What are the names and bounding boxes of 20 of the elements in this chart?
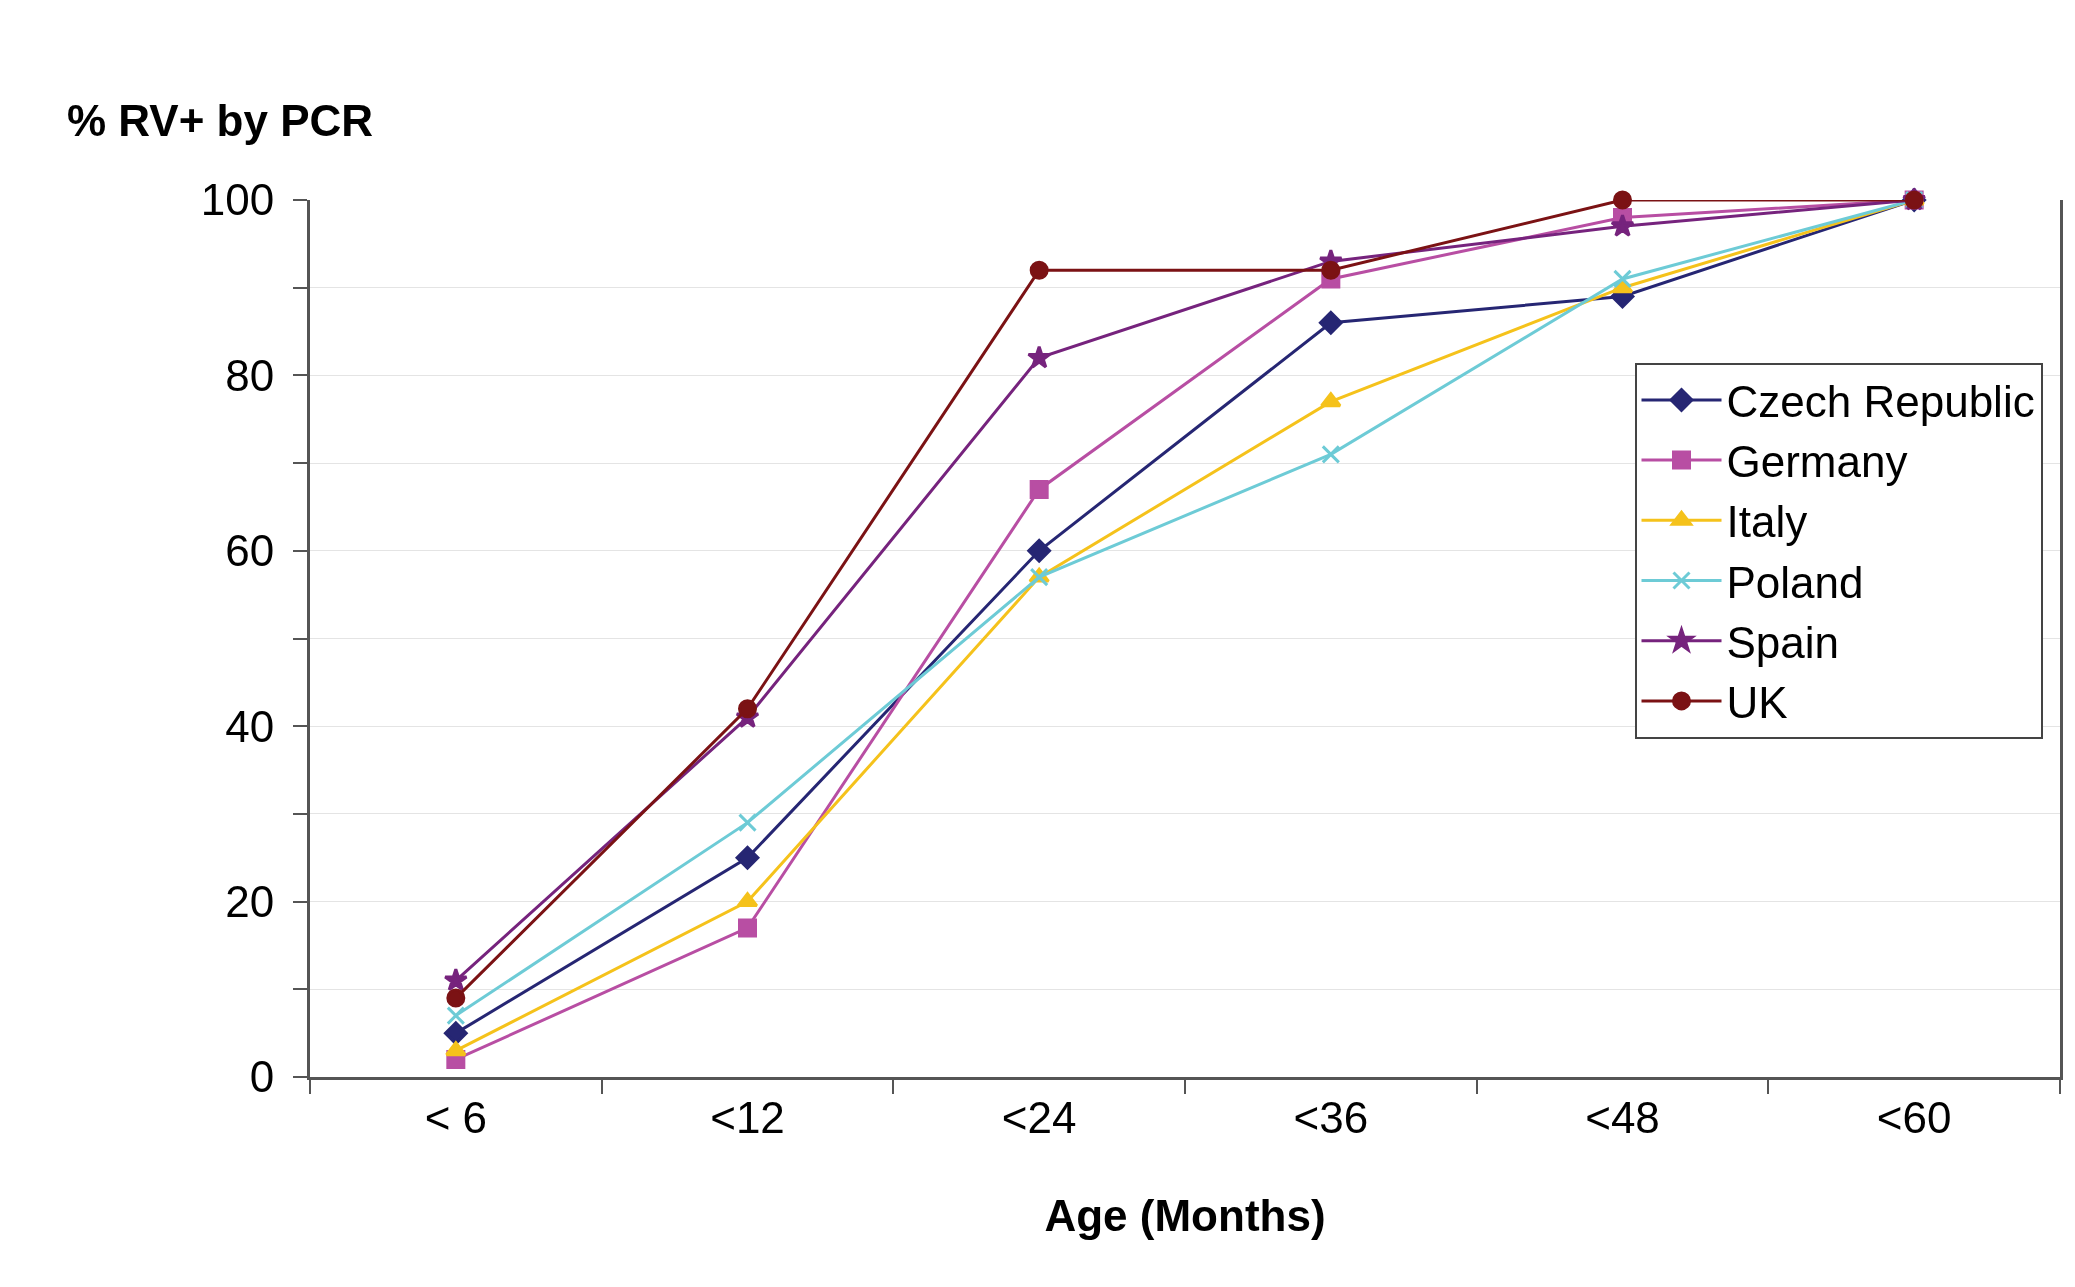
x-tick-label: <60 <box>1876 1092 1952 1142</box>
x-tick-label: < 6 <box>424 1092 488 1142</box>
legend-label: UK <box>1726 678 1788 728</box>
y-tick-label: 80 <box>225 350 275 400</box>
y-tick-label: 20 <box>225 877 275 926</box>
x-tick-label: <36 <box>1293 1092 1369 1142</box>
legend-label: Czech Republic <box>1726 377 2035 427</box>
legend-label: Germany <box>1726 437 1908 487</box>
x-tick-label: <12 <box>710 1092 785 1142</box>
legend-label: Italy <box>1726 497 1808 547</box>
y-tick-label: 40 <box>225 701 275 751</box>
x-axis-title: Age (Months) <box>1044 1191 1326 1241</box>
legend-label: Poland <box>1726 557 1864 607</box>
y-tick-label: 0 <box>249 1052 275 1102</box>
x-tick-label: <48 <box>1585 1092 1660 1142</box>
y-tick-label: 60 <box>225 526 275 576</box>
y-axis-title: % RV+ by PCR <box>67 96 374 145</box>
legend-label: Spain <box>1726 617 1840 667</box>
x-tick-label: <24 <box>1001 1092 1077 1142</box>
y-tick-label: 100 <box>200 175 275 225</box>
